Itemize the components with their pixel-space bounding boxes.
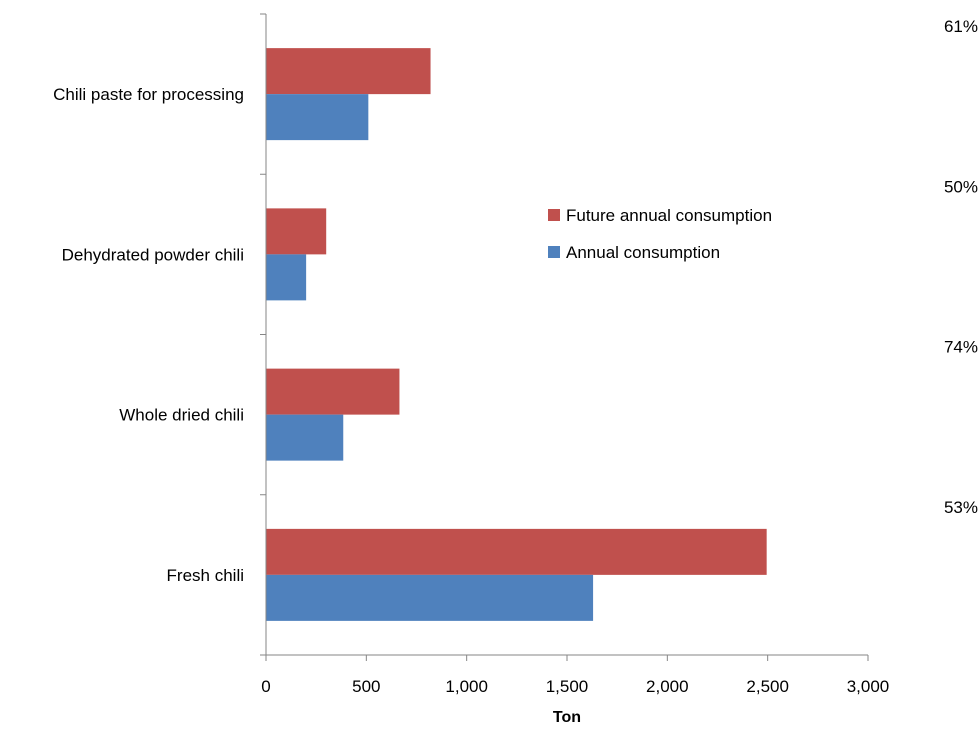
legend: Future annual consumption Annual consump…: [548, 206, 772, 262]
legend-swatch-annual: [548, 246, 560, 258]
bar-future-whole-dried-chili: [266, 368, 400, 415]
category-label-chili-paste-for-processing: Chili paste for processing: [53, 85, 244, 104]
legend-label-future: Future annual consumption: [566, 206, 772, 225]
x-tick-label: 3,000: [847, 677, 890, 696]
category-label-dehydrated-powder-chili: Dehydrated powder chili: [62, 245, 244, 264]
x-tick-label: 1,500: [546, 677, 589, 696]
bar-future-dehydrated-powder-chili: [266, 208, 327, 255]
growth-label-whole-dried-chili: 74%: [944, 338, 978, 357]
bar-annual-chili-paste-for-processing: [266, 94, 369, 141]
x-tick-label: 500: [352, 677, 380, 696]
bar-annual-fresh-chili: [266, 574, 594, 621]
legend-label-annual: Annual consumption: [566, 243, 720, 262]
x-tick-label: 1,000: [445, 677, 488, 696]
growth-label-fresh-chili: 53%: [944, 498, 978, 517]
x-tick-label: 2,000: [646, 677, 689, 696]
x-axis-title: Ton: [553, 709, 581, 726]
bar-future-chili-paste-for-processing: [266, 48, 431, 95]
x-tick-label: 0: [261, 677, 270, 696]
ticks-layer: [260, 13, 869, 661]
category-label-whole-dried-chili: Whole dried chili: [119, 406, 244, 425]
x-tick-label: 2,500: [746, 677, 789, 696]
growth-label-dehydrated-powder-chili: 50%: [944, 177, 978, 196]
bars-layer: [266, 48, 767, 621]
growth-label-chili-paste-for-processing: 61%: [944, 17, 978, 36]
bar-future-fresh-chili: [266, 528, 767, 575]
bar-annual-whole-dried-chili: [266, 414, 344, 461]
category-label-fresh-chili: Fresh chili: [167, 566, 244, 585]
legend-swatch-future: [548, 209, 560, 221]
labels-layer: Fresh chili 53% Whole dried chili 74% Dehydr…: [53, 17, 978, 696]
bar-annual-dehydrated-powder-chili: [266, 254, 307, 301]
